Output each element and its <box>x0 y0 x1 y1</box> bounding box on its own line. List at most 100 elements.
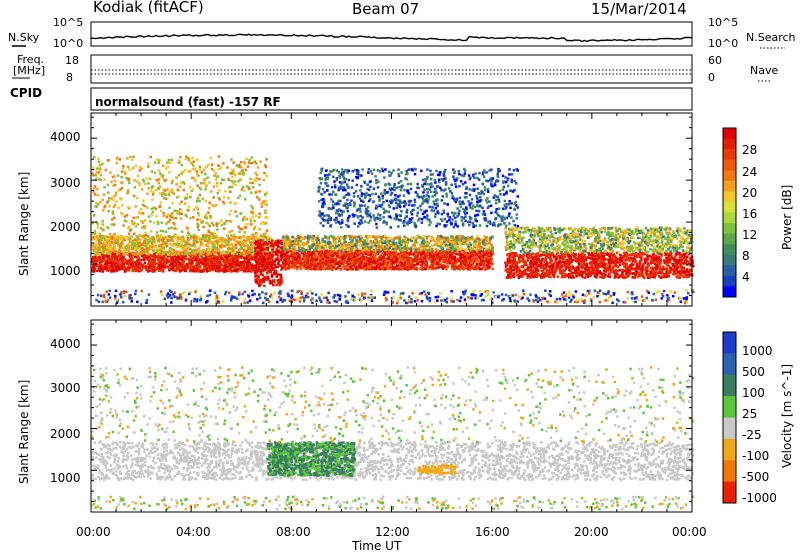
scatter-cell <box>193 255 196 258</box>
scatter-cell <box>151 260 154 264</box>
scatter-cell <box>384 268 387 271</box>
scatter-cell <box>329 252 332 256</box>
scatter-cell <box>101 251 105 255</box>
scatter-cell <box>346 268 349 271</box>
scatter-cell <box>300 247 304 250</box>
scatter-cell <box>246 259 249 262</box>
scatter-cell <box>435 263 438 267</box>
scatter-cell <box>297 252 300 256</box>
scatter-cell <box>221 244 224 247</box>
scatter-cell <box>404 238 408 241</box>
scatter-cell <box>481 241 484 244</box>
scatter-cell <box>103 252 107 255</box>
scatter-cell <box>388 239 392 243</box>
scatter-cell <box>135 260 139 263</box>
scatter-cell <box>390 262 393 266</box>
scatter-cell <box>222 239 225 243</box>
scatter-cell <box>117 240 120 243</box>
scatter-cell <box>391 261 395 264</box>
scatter-cell <box>174 262 177 265</box>
scatter-cell <box>192 237 196 240</box>
scatter-cell <box>189 262 192 266</box>
scatter-cell <box>363 267 366 270</box>
scatter-cell <box>114 256 117 259</box>
scatter-cell <box>122 247 126 250</box>
scatter-cell <box>430 236 433 239</box>
scatter-cell <box>467 252 471 255</box>
scatter-cell <box>431 259 434 262</box>
scatter-cell <box>394 265 397 269</box>
scatter-cell <box>321 253 325 256</box>
scatter-cell <box>343 236 347 240</box>
scatter-cell <box>353 259 356 262</box>
scatter-cell <box>222 238 225 241</box>
scatter-cell <box>455 261 458 264</box>
scatter-cell <box>415 236 419 239</box>
scatter-cell <box>325 258 329 261</box>
scatter-cell <box>94 249 98 253</box>
scatter-cell <box>293 242 296 245</box>
scatter-cell <box>397 255 401 258</box>
scatter-cell <box>462 237 465 241</box>
scatter-cell <box>211 236 215 239</box>
scatter-cell <box>138 247 141 250</box>
scatter-cell <box>217 240 221 243</box>
scatter-cell <box>213 261 217 264</box>
scatter-cell <box>370 245 373 248</box>
scatter-cell <box>155 249 159 253</box>
scatter-cell <box>225 251 229 255</box>
scatter-cell <box>291 264 294 267</box>
scatter-cell <box>451 260 454 264</box>
scatter-cell <box>98 269 102 273</box>
scatter-cell <box>162 243 166 246</box>
scatter-cell <box>224 260 228 263</box>
scatter-cell <box>609 259 613 263</box>
scatter-cell <box>112 253 116 256</box>
scatter-cell <box>249 263 252 266</box>
scatter-cell <box>204 263 208 266</box>
scatter-cell <box>662 265 665 268</box>
scatter-cell <box>392 238 395 242</box>
scatter-cell <box>254 239 258 242</box>
scatter-cell <box>473 250 477 253</box>
scatter-cell <box>381 251 384 255</box>
scatter-cell <box>349 236 352 239</box>
scatter-cell <box>490 244 493 248</box>
scatter-cell <box>301 251 304 255</box>
scatter-cell <box>211 246 214 249</box>
scatter-cell <box>245 260 248 264</box>
scatter-cell <box>203 239 207 243</box>
scatter-cell <box>112 262 115 265</box>
scatter-cell <box>384 245 387 249</box>
scatter-cell <box>131 247 134 251</box>
scatter-cell <box>117 243 120 246</box>
scatter-cell <box>296 265 299 269</box>
scatter-cell <box>321 246 324 249</box>
scatter-cell <box>118 236 122 240</box>
scatter-cell <box>345 235 348 238</box>
scatter-cell <box>203 269 206 273</box>
scatter-cell <box>219 240 222 243</box>
scatter-cell <box>400 247 404 250</box>
scatter-cell <box>315 263 319 266</box>
scatter-cell <box>329 260 332 264</box>
scatter-cell <box>191 259 194 263</box>
scatter-cell <box>306 246 310 249</box>
scatter-cell <box>209 258 212 261</box>
scatter-cell <box>287 266 290 270</box>
scatter-cell <box>246 237 250 240</box>
scatter-cell <box>205 243 208 247</box>
scatter-cell <box>395 244 399 247</box>
scatter-cell <box>234 242 237 245</box>
scatter-cell <box>394 257 397 261</box>
scatter-cell <box>439 257 442 261</box>
scatter-cell <box>198 253 201 256</box>
scatter-cell <box>222 251 225 254</box>
scatter-cell <box>227 244 231 248</box>
scatter-cell <box>491 249 494 253</box>
scatter-cell <box>231 236 234 239</box>
scatter-cell <box>179 236 183 239</box>
scatter-cell <box>458 259 461 263</box>
scatter-cell <box>133 252 136 255</box>
scatter-cell <box>488 265 491 269</box>
